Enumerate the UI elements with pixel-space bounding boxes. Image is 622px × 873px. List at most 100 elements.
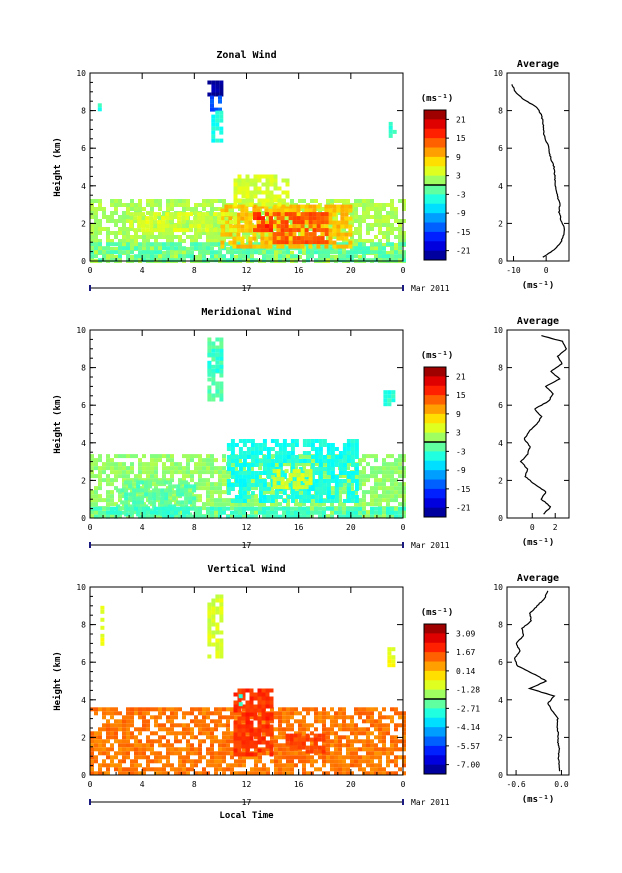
profile-x-tick-label: 0: [530, 523, 535, 532]
colorbar-swatch: [424, 213, 446, 224]
colorbar-swatch: [424, 488, 446, 499]
profile-y-tick-label: 10: [493, 583, 503, 592]
y-tick-label: 2: [81, 733, 86, 742]
colorbar-tick-label: -1.28: [456, 686, 480, 695]
colorbar-swatch: [424, 745, 446, 756]
profile-x-label: (ms⁻¹): [522, 281, 555, 291]
x-tick-label: 12: [242, 523, 252, 532]
x-tick-label: 4: [140, 523, 145, 532]
data-region: [285, 733, 326, 754]
profile-x-tick-label: 0: [544, 266, 549, 275]
profile-x-tick-label: 0.0: [554, 780, 569, 789]
profile-y-tick-label: 8: [498, 364, 503, 373]
colorbar-swatch: [424, 413, 446, 424]
profile-frame: [506, 72, 570, 262]
colorbar-swatch: [424, 175, 446, 186]
x-tick-label: 0: [401, 523, 406, 532]
profile-y-tick-label: 0: [498, 514, 503, 523]
x-tick-label: 8: [192, 266, 197, 275]
x-tick-label: 4: [140, 266, 145, 275]
x-tick-label: 4: [140, 780, 145, 789]
colorbar-swatch: [424, 128, 446, 139]
profile-y-tick-label: 6: [498, 401, 503, 410]
colorbar-swatch: [424, 241, 446, 252]
y-tick-label: 10: [76, 326, 86, 335]
data-region: [272, 212, 329, 245]
data-region: [211, 110, 224, 143]
y-tick-label: 2: [81, 219, 86, 228]
profile-y-tick-label: 4: [498, 182, 503, 191]
x-tick-label: 20: [346, 780, 356, 789]
data-region: [210, 95, 222, 112]
colorbar-swatch: [424, 764, 446, 775]
profile-x-label: (ms⁻¹): [522, 538, 555, 548]
x-tick-label: 0: [88, 780, 93, 789]
data-region: [129, 212, 238, 233]
colorbar-swatch: [424, 680, 446, 691]
colorbar-swatch: [424, 498, 446, 509]
colorbar-swatch: [424, 633, 446, 644]
y-tick-label: 10: [76, 69, 86, 78]
colorbar-tick-label: 3: [456, 172, 461, 181]
colorbar-swatch: [424, 376, 446, 387]
colorbar-tick-label: 15: [456, 134, 466, 143]
colorbar-tick-label: -4.14: [456, 723, 480, 732]
colorbar-unit: (ms⁻¹): [421, 608, 454, 618]
colorbar-swatch: [424, 624, 446, 634]
y-tick-label: 0: [81, 514, 86, 523]
y-axis-label: Height (km): [52, 394, 63, 454]
colorbar-swatch: [424, 110, 446, 120]
colorbar-tick-label: -9: [456, 209, 466, 218]
colorbar-swatch: [424, 203, 446, 214]
colorbar-swatch: [424, 442, 446, 452]
colorbar-tick-label: -15: [456, 485, 471, 494]
data-region: [207, 348, 224, 377]
data-region: [238, 694, 243, 707]
colorbar-tick-label: 15: [456, 391, 466, 400]
data-region: [207, 80, 224, 97]
profile-y-tick-label: 2: [498, 476, 503, 485]
data-region: [90, 506, 406, 519]
colorbar-swatch: [424, 736, 446, 747]
x-tick-label: 12: [242, 266, 252, 275]
colorbar-swatch: [424, 451, 446, 462]
y-axis-label: Height (km): [52, 137, 63, 197]
y-tick-label: 4: [81, 182, 86, 191]
profile-y-tick-label: 6: [498, 144, 503, 153]
colorbar-tick-label: 3: [456, 429, 461, 438]
month-label: Mar 2011: [411, 541, 450, 550]
colorbar-tick-label: -21: [456, 247, 471, 256]
profile-y-tick-label: 4: [498, 439, 503, 448]
data-region: [100, 605, 105, 646]
y-tick-label: 6: [81, 658, 86, 667]
colorbar-tick-label: -5.57: [456, 742, 480, 751]
profile-y-tick-label: 8: [498, 621, 503, 630]
y-tick-label: 8: [81, 107, 86, 116]
profile-line: [511, 84, 566, 258]
data-region: [272, 469, 313, 490]
colorbar-swatch: [424, 385, 446, 396]
x-tick-label: 0: [88, 523, 93, 532]
colorbar-swatch: [424, 507, 446, 518]
date-label: 17: [242, 284, 252, 293]
colorbar-tick-label: 9: [456, 410, 461, 419]
profile-x-label: (ms⁻¹): [522, 795, 555, 805]
profile-y-tick-label: 8: [498, 107, 503, 116]
colorbar-swatch: [424, 661, 446, 672]
x-tick-label: 20: [346, 523, 356, 532]
colorbar-swatch: [424, 138, 446, 149]
x-axis-label: Local Time: [219, 810, 274, 821]
colorbar-tick-label: 9: [456, 153, 461, 162]
colorbar-unit: (ms⁻¹): [421, 351, 454, 361]
profile-y-tick-label: 2: [498, 733, 503, 742]
colorbar-swatch: [424, 147, 446, 158]
colorbar-swatch: [424, 652, 446, 663]
profile-line: [513, 590, 561, 772]
y-tick-label: 6: [81, 144, 86, 153]
colorbar-swatch: [424, 194, 446, 205]
x-tick-label: 8: [192, 523, 197, 532]
month-label: Mar 2011: [411, 798, 450, 807]
